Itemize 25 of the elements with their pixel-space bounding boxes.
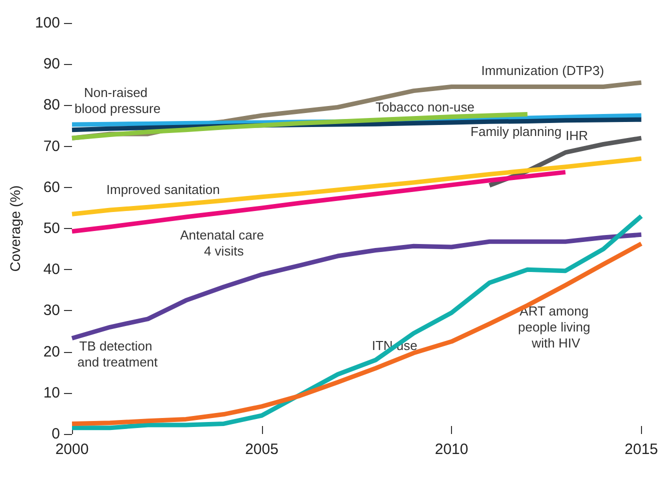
series-label: Non-raised blood pressure (74, 84, 161, 116)
series-label: Immunization (DTP3) (481, 62, 604, 78)
y-tick-label: 40 (43, 261, 60, 278)
y-tick-label: 60 (43, 178, 60, 196)
y-tick-label: 80 (43, 96, 60, 114)
series-label: Family planning (470, 124, 562, 140)
y-tick-label: 90 (43, 56, 60, 73)
y-tick-label: 0 (52, 426, 60, 442)
series-label: Improved sanitation (106, 182, 220, 197)
y-axis-title: Coverage (%) (7, 185, 23, 272)
y-tick-label: 10 (43, 384, 60, 402)
x-tick-label: 2015 (624, 441, 658, 458)
series-label: TB detection and treatment (77, 338, 158, 370)
x-tick-label: 2000 (55, 441, 89, 458)
series-label: IHR (566, 128, 588, 144)
y-tick-label: 30 (43, 302, 60, 320)
series-label: Antenatal care 4 visits (180, 227, 268, 258)
y-tick-label: 50 (43, 220, 60, 237)
y-tick-label: 100 (34, 14, 60, 32)
x-tick-label: 2005 (245, 441, 278, 458)
y-tick-label: 20 (43, 343, 60, 360)
line-series (70, 156, 644, 216)
series-label: Tobacco non-use (375, 99, 474, 114)
x-tick-label: 2010 (434, 441, 468, 458)
y-tick-label: 70 (43, 138, 60, 155)
